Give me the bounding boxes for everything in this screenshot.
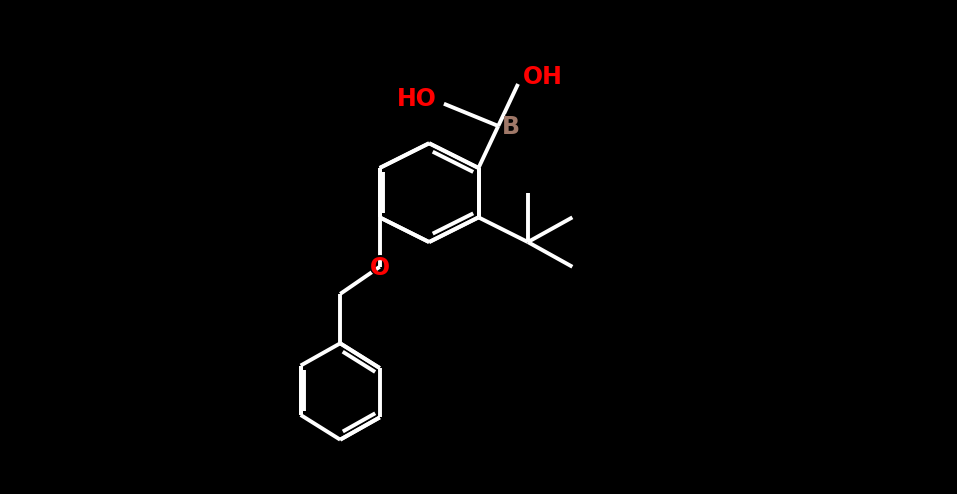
Text: OH: OH (523, 65, 563, 88)
Text: OH: OH (523, 63, 572, 90)
Text: HO: HO (396, 87, 436, 111)
Text: O: O (369, 256, 389, 280)
Text: B: B (502, 114, 524, 141)
Text: B: B (502, 116, 521, 139)
Text: O: O (367, 254, 392, 282)
Text: HO: HO (388, 85, 436, 113)
